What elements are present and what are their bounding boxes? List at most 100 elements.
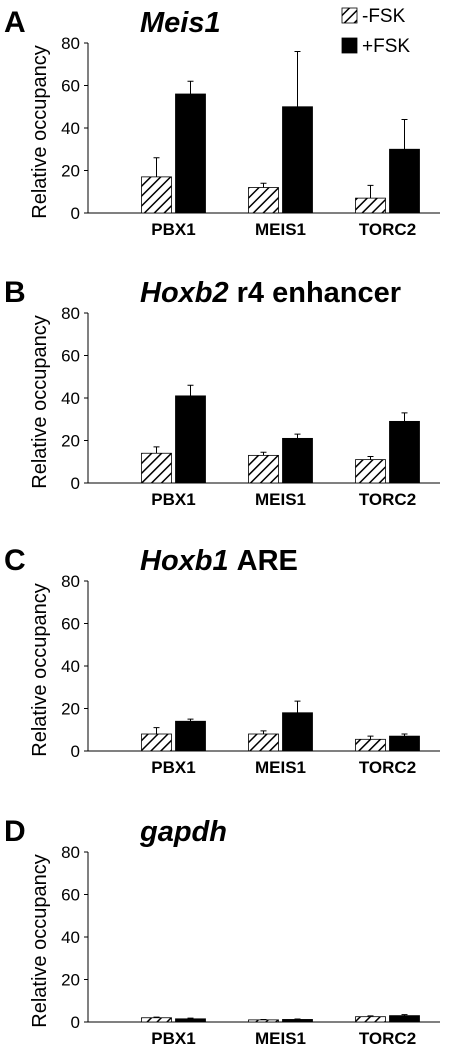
error-bar bbox=[401, 1014, 408, 1016]
x-tick-label: PBX1 bbox=[151, 220, 195, 239]
y-tick-label: 60 bbox=[61, 615, 80, 634]
y-tick-label: 40 bbox=[61, 928, 80, 947]
x-tick-label: MEIS1 bbox=[255, 220, 306, 239]
y-tick-label: 80 bbox=[61, 34, 80, 53]
chart-title: Meis1 bbox=[140, 7, 221, 39]
bar bbox=[141, 1017, 172, 1023]
legend-swatch bbox=[341, 7, 358, 24]
y-tick-label: 60 bbox=[61, 886, 80, 905]
bar bbox=[389, 420, 420, 484]
y-axis-label: Relative occupancy bbox=[29, 583, 51, 756]
error-bar bbox=[153, 727, 160, 734]
bar bbox=[248, 1019, 279, 1023]
error-bar bbox=[153, 1016, 160, 1018]
bar bbox=[175, 1018, 206, 1023]
error-bar bbox=[294, 433, 301, 439]
y-tick-label: 0 bbox=[71, 204, 80, 223]
y-tick-label: 0 bbox=[71, 474, 80, 493]
chart-title: Hoxb2 r4 enhancer bbox=[140, 277, 401, 309]
x-tick-label: MEIS1 bbox=[255, 490, 306, 509]
y-axis-label: Relative occupancy bbox=[29, 315, 51, 488]
y-tick-label: 20 bbox=[61, 432, 80, 451]
bar bbox=[389, 735, 420, 752]
y-tick-label: 80 bbox=[61, 843, 80, 862]
y-axis-label: Relative occupancy bbox=[29, 45, 51, 218]
error-bar bbox=[187, 1017, 194, 1019]
chart-title: gapdh bbox=[139, 816, 227, 848]
panel-label: A bbox=[4, 6, 26, 39]
y-tick-label: 60 bbox=[61, 347, 80, 366]
error-bar bbox=[367, 1015, 374, 1017]
error-bar bbox=[187, 718, 194, 722]
error-bar bbox=[401, 119, 408, 150]
bar bbox=[248, 187, 279, 214]
bar bbox=[141, 733, 172, 752]
legend-swatch bbox=[341, 37, 358, 54]
title-rest: ARE bbox=[237, 545, 298, 577]
x-tick-label: TORC2 bbox=[359, 1029, 416, 1048]
y-tick-label: 20 bbox=[61, 700, 80, 719]
panel-label: B bbox=[4, 276, 26, 309]
y-tick-label: 0 bbox=[71, 742, 80, 761]
title-italic: Hoxb1 bbox=[140, 545, 229, 577]
bar bbox=[175, 395, 206, 484]
y-axis-label: Relative occupancy bbox=[29, 854, 51, 1027]
bar bbox=[141, 176, 172, 214]
title-italic: gapdh bbox=[139, 816, 227, 848]
y-tick-label: 0 bbox=[71, 1013, 80, 1032]
y-tick-label: 40 bbox=[61, 119, 80, 138]
x-tick-label: PBX1 bbox=[151, 758, 195, 777]
bar bbox=[248, 733, 279, 752]
x-tick-label: PBX1 bbox=[151, 490, 195, 509]
error-bar bbox=[294, 700, 301, 713]
bar bbox=[389, 148, 420, 214]
bar bbox=[248, 454, 279, 484]
y-tick-label: 80 bbox=[61, 572, 80, 591]
bar bbox=[282, 106, 313, 214]
title-italic: Meis1 bbox=[140, 7, 221, 39]
error-bar bbox=[367, 455, 374, 460]
bar bbox=[282, 1019, 313, 1023]
y-tick-label: 40 bbox=[61, 389, 80, 408]
bar bbox=[175, 720, 206, 752]
y-tick-label: 20 bbox=[61, 162, 80, 181]
title-rest: r4 enhancer bbox=[237, 277, 401, 309]
x-tick-label: MEIS1 bbox=[255, 1029, 306, 1048]
bar bbox=[355, 1016, 386, 1023]
error-bar bbox=[187, 80, 194, 94]
error-bar bbox=[260, 730, 267, 734]
y-tick-label: 80 bbox=[61, 304, 80, 323]
bar bbox=[355, 738, 386, 752]
bar bbox=[141, 452, 172, 484]
error-bar bbox=[367, 735, 374, 740]
error-bar bbox=[260, 451, 267, 456]
x-tick-label: TORC2 bbox=[359, 220, 416, 239]
legend-label: -FSK bbox=[362, 6, 406, 27]
error-bar bbox=[153, 446, 160, 454]
bar bbox=[355, 459, 386, 484]
bar bbox=[389, 1015, 420, 1023]
error-bar bbox=[294, 51, 301, 107]
error-bar bbox=[187, 384, 194, 396]
error-bar bbox=[401, 412, 408, 422]
bar bbox=[282, 712, 313, 752]
chart-title: Hoxb1 ARE bbox=[140, 545, 298, 577]
y-tick-label: 20 bbox=[61, 971, 80, 990]
y-tick-label: 40 bbox=[61, 657, 80, 676]
y-tick-label: 60 bbox=[61, 77, 80, 96]
x-tick-label: TORC2 bbox=[359, 490, 416, 509]
error-bar bbox=[367, 184, 374, 199]
bar bbox=[355, 197, 386, 214]
panel-label: C bbox=[4, 544, 26, 577]
error-bar bbox=[260, 182, 267, 188]
legend-label: +FSK bbox=[362, 36, 410, 57]
panel-label: D bbox=[4, 815, 26, 848]
bar bbox=[175, 93, 206, 214]
title-italic: Hoxb2 bbox=[140, 277, 229, 309]
error-bar bbox=[153, 157, 160, 177]
x-tick-label: TORC2 bbox=[359, 758, 416, 777]
x-tick-label: MEIS1 bbox=[255, 758, 306, 777]
x-tick-label: PBX1 bbox=[151, 1029, 195, 1048]
